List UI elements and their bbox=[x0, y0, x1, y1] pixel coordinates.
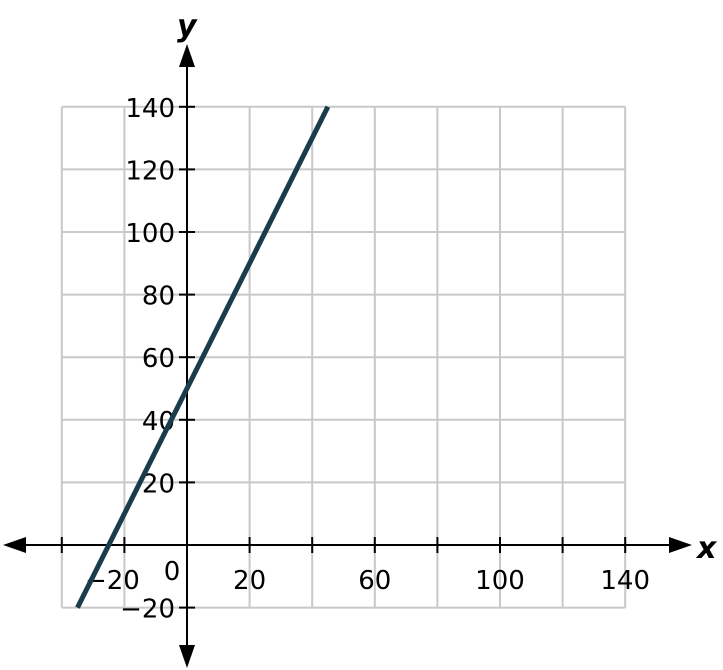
y-tick-label: −20 bbox=[120, 595, 175, 625]
y-axis-up-arrow-icon bbox=[179, 44, 195, 67]
x-axis-right-arrow-icon bbox=[669, 537, 692, 553]
y-tick-label: 100 bbox=[125, 219, 175, 249]
y-tick-label: 20 bbox=[142, 469, 175, 499]
x-tick-label: 60 bbox=[358, 566, 391, 596]
x-tick-label: 100 bbox=[475, 566, 525, 596]
series-line bbox=[75, 105, 331, 609]
origin-label: 0 bbox=[164, 557, 181, 587]
x-axis-left-arrow-icon bbox=[3, 537, 26, 553]
y-tick-label: 140 bbox=[125, 94, 175, 124]
y-axis-label: y bbox=[177, 9, 198, 44]
y-tick-label: 120 bbox=[125, 156, 175, 186]
axes bbox=[3, 44, 692, 668]
x-tick-label: 20 bbox=[233, 566, 266, 596]
y-axis-down-arrow-icon bbox=[179, 645, 195, 668]
series bbox=[75, 105, 331, 609]
x-axis-label: x bbox=[695, 531, 718, 566]
y-tick-label: 80 bbox=[142, 282, 175, 312]
y-tick-label: 60 bbox=[142, 344, 175, 374]
x-tick-label: 140 bbox=[600, 566, 650, 596]
